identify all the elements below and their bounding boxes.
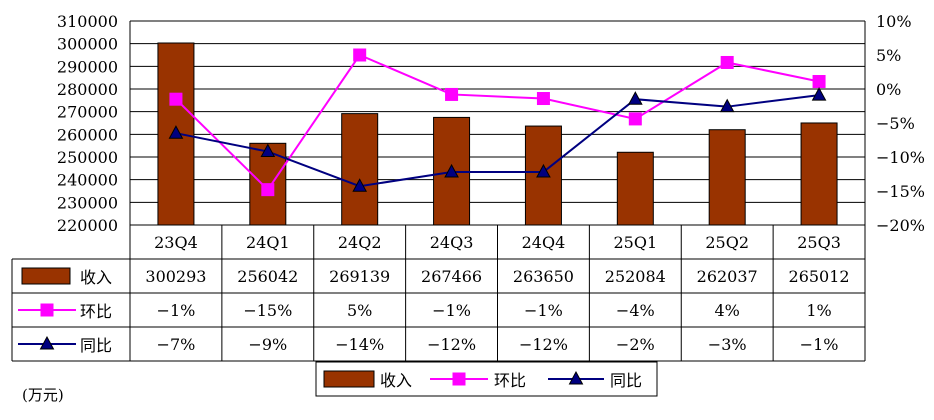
point	[720, 55, 734, 69]
point	[719, 98, 735, 113]
y-right-tick: −5%	[876, 114, 915, 133]
x-tick-label: 24Q1	[246, 233, 290, 252]
table-cell: −1%	[432, 301, 471, 320]
x-tick-label: 25Q3	[797, 233, 841, 252]
y-left-tick: 240000	[57, 171, 118, 190]
y-right-tick: 10%	[876, 12, 912, 31]
y-right-tick: 5%	[876, 46, 901, 65]
point	[627, 91, 643, 105]
table-cell: 269139	[329, 267, 390, 286]
y-left-tick: 270000	[57, 103, 118, 122]
x-tick-label: 24Q3	[430, 233, 474, 252]
y-right-tick: −10%	[876, 148, 925, 167]
point	[811, 87, 827, 101]
table-cell: −14%	[335, 335, 384, 354]
table-cell: 262037	[697, 267, 758, 286]
x-tick-label: 24Q4	[522, 233, 566, 252]
series-line	[175, 53, 820, 192]
y-left-tick: 280000	[57, 80, 118, 99]
axes: 220000 230000 240000 250000 260000 270000 2800…	[57, 12, 925, 235]
row-key-marker	[40, 303, 54, 317]
table-cell: −9%	[248, 335, 287, 354]
table-cell: −3%	[708, 335, 747, 354]
bar	[341, 113, 379, 226]
point	[261, 183, 275, 197]
table-cell: 256042	[237, 267, 298, 286]
bar	[708, 129, 746, 226]
y-left-tick: 220000	[57, 216, 118, 235]
row-key-marker	[39, 335, 55, 350]
table-cell: 263650	[513, 267, 574, 286]
row-key-swatch	[21, 267, 71, 285]
bar	[616, 151, 654, 226]
point	[260, 143, 276, 158]
row-label: 同比	[80, 336, 112, 355]
y-left-tick: 260000	[57, 125, 118, 144]
row-label: 收入	[80, 268, 112, 287]
table-cell: 267466	[421, 267, 482, 286]
point	[536, 163, 551, 178]
x-tick-label: 25Q2	[705, 233, 749, 252]
series-line	[175, 94, 820, 188]
legend-label: 收入	[380, 371, 412, 390]
table-cell: −12%	[519, 335, 568, 354]
y-left-tick: 230000	[57, 193, 118, 212]
x-tick-label: 23Q4	[154, 233, 198, 252]
point	[352, 178, 368, 192]
unit-label: (万元)	[22, 386, 64, 404]
table-cell: −2%	[616, 335, 655, 354]
legend-swatch	[323, 370, 375, 388]
point	[812, 75, 826, 89]
point	[169, 92, 183, 106]
x-tick-label: 24Q2	[338, 233, 382, 252]
table-cell: −1%	[524, 301, 563, 320]
point	[168, 125, 184, 139]
table-cell: −1%	[800, 335, 839, 354]
y-right-tick: −20%	[876, 216, 925, 235]
y-left-tick: 300000	[57, 35, 118, 54]
x-tick-label: 25Q1	[613, 233, 657, 252]
y-right-tick: −15%	[876, 182, 925, 201]
table-cell: −7%	[157, 335, 196, 354]
table-cell: 300293	[145, 267, 206, 286]
series-lines	[168, 48, 827, 197]
legend: 收入 环比 同比	[315, 361, 658, 397]
bar	[800, 122, 838, 226]
table-cell: 4%	[714, 301, 739, 320]
legend-marker	[568, 370, 584, 385]
y-left-tick: 250000	[57, 148, 118, 167]
point	[445, 87, 459, 101]
y-left-tick: 310000	[57, 12, 118, 31]
point	[353, 48, 367, 62]
table-cell: 1%	[806, 301, 831, 320]
legend-label: 环比	[494, 371, 526, 390]
legend-marker	[452, 372, 466, 386]
table-cell: −4%	[616, 301, 655, 320]
table-cell: 252084	[605, 267, 666, 286]
point	[444, 163, 459, 178]
grid-lines	[130, 20, 865, 226]
table-cell: −1%	[157, 301, 196, 320]
table-cell: −12%	[427, 335, 476, 354]
legend-label: 同比	[610, 371, 642, 390]
table-cell: 265012	[789, 267, 850, 286]
table-cell: −15%	[243, 301, 292, 320]
row-label: 环比	[80, 302, 112, 321]
y-left-tick: 290000	[57, 57, 118, 76]
point	[628, 112, 642, 126]
table-cell: 5%	[347, 301, 372, 320]
point	[536, 92, 550, 106]
data-table: 23Q4 24Q1 24Q2 24Q3 24Q4 25Q1 25Q2 25Q3 收入 300293…	[11, 225, 866, 362]
y-right-tick: 0%	[876, 80, 901, 99]
